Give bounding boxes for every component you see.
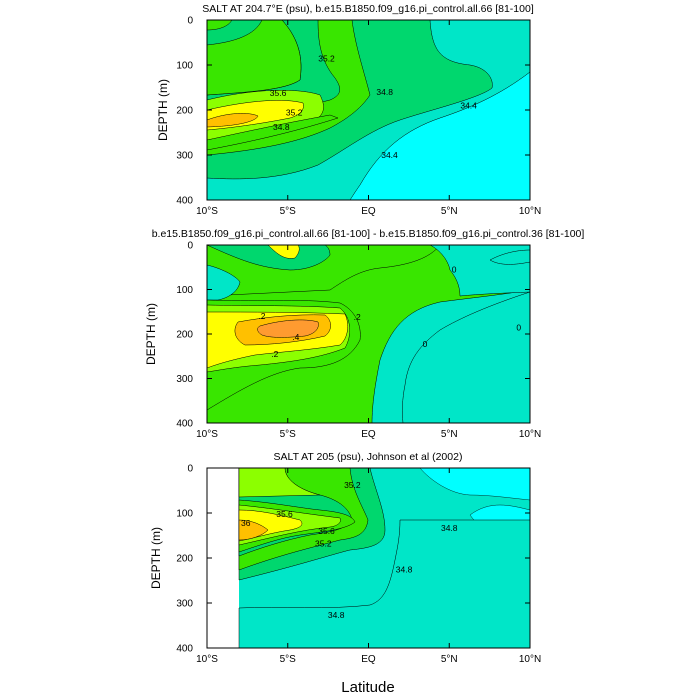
contour-label: 35.6: [318, 526, 335, 536]
y-tick-label: 400: [176, 644, 193, 655]
y-tick-label: 300: [176, 374, 193, 385]
contour-label: 34.8: [441, 523, 458, 533]
x-tick-label: 10°S: [196, 654, 218, 665]
panel-3: 10°S 5°S EQ 5°N 10°N 0 100 200 300 400 SALT AT 20…: [149, 451, 541, 665]
y-tick-label: 200: [176, 106, 193, 117]
figure-xlabel: Latitude: [341, 679, 394, 696]
contour-label: 35.2: [318, 53, 335, 63]
contour-label: 35.2: [315, 539, 332, 549]
y-tick-label: 0: [187, 241, 193, 252]
x-tick-label: EQ: [361, 429, 376, 440]
x-tick-label: 5°S: [280, 654, 297, 665]
x-tick-label: 5°S: [280, 429, 297, 440]
x-tick-label: EQ: [361, 206, 376, 217]
x-tick-label: 5°S: [280, 206, 297, 217]
contour-label: 34.8: [328, 610, 345, 620]
x-tick-label: 10°S: [196, 429, 218, 440]
panel-1-title: SALT AT 204.7°E (psu), b.e15.B1850.f09_g…: [202, 3, 534, 15]
y-tick-label: 300: [176, 151, 193, 162]
panel-2-ylabel: DEPTH (m): [144, 303, 158, 365]
panel-1-contour-field: [207, 20, 530, 200]
contour-label: 34.4: [381, 150, 398, 160]
y-tick-label: 100: [176, 61, 193, 72]
panel-1-ylabel: DEPTH (m): [156, 79, 170, 141]
contour-label: .2: [271, 349, 278, 359]
y-tick-label: 0: [187, 16, 193, 27]
panel-2-contour-labels: 0 0 0 .2 .2 .4 .2: [258, 264, 521, 359]
y-tick-label: 200: [176, 330, 193, 341]
panel-3-contour-field: [207, 468, 530, 648]
contour-label: .2: [258, 311, 265, 321]
panel-2-title: b.e15.B1850.f09_g16.pi_control.all.66 [8…: [152, 228, 585, 240]
panel-3-title: SALT AT 205 (psu), Johnson et al (2002): [274, 451, 463, 463]
contour-label: 34.8: [376, 87, 393, 97]
y-tick-label: 100: [176, 509, 193, 520]
y-tick-label: 300: [176, 599, 193, 610]
panel-3-ylabel: DEPTH (m): [149, 527, 163, 589]
contour-label: 34.8: [273, 122, 290, 132]
contour-label: 0: [423, 339, 428, 349]
panel-1-ticks: 10°S 5°S EQ 5°N 10°N 0 100 200 300 400: [176, 16, 541, 218]
panel-2: 10°S 5°S EQ 5°N 10°N 0 100 200 300 400 b.e15.B185…: [144, 228, 584, 440]
panel-3-ticks: 10°S 5°S EQ 5°N 10°N 0 100 200 300 400: [176, 464, 541, 666]
y-tick-label: 400: [176, 196, 193, 207]
y-tick-label: 0: [187, 464, 193, 475]
contour-label: 35.6: [276, 509, 293, 519]
contour-label: .2: [354, 312, 361, 322]
x-tick-label: EQ: [361, 654, 376, 665]
y-tick-label: 200: [176, 554, 193, 565]
x-tick-label: 5°N: [441, 206, 458, 217]
x-tick-label: 10°N: [519, 429, 541, 440]
panel-1: 10°S 5°S EQ 5°N 10°N 0 100 200 300 400 SALT AT 20…: [156, 3, 541, 217]
x-tick-label: 5°N: [441, 654, 458, 665]
x-tick-label: 10°N: [519, 654, 541, 665]
panel-3-contour-labels: 35.2 35.6 36 35.6 35.2 34.8 34.8 34.8: [241, 480, 458, 620]
contour-label: 34.4: [460, 101, 477, 111]
x-tick-label: 10°S: [196, 206, 218, 217]
contour-label: 34.8: [396, 564, 413, 574]
x-tick-label: 10°N: [519, 206, 541, 217]
contour-label: 35.2: [344, 480, 361, 490]
contour-label: 0: [452, 264, 457, 274]
contour-label: .4: [292, 332, 299, 342]
contour-label: 0: [516, 322, 521, 332]
x-tick-label: 5°N: [441, 429, 458, 440]
panel-2-contour-field: [207, 245, 530, 423]
y-tick-label: 400: [176, 419, 193, 430]
y-tick-label: 100: [176, 285, 193, 296]
panel-2-ticks: 10°S 5°S EQ 5°N 10°N 0 100 200 300 400: [176, 241, 541, 441]
contour-label: 36: [241, 518, 251, 528]
panel-1-contour-labels: 35.2 35.6 34.8 34.4 35.2 34.8 34.4: [270, 53, 477, 160]
contour-label: 35.2: [286, 107, 303, 117]
contour-label: 35.6: [270, 88, 287, 98]
